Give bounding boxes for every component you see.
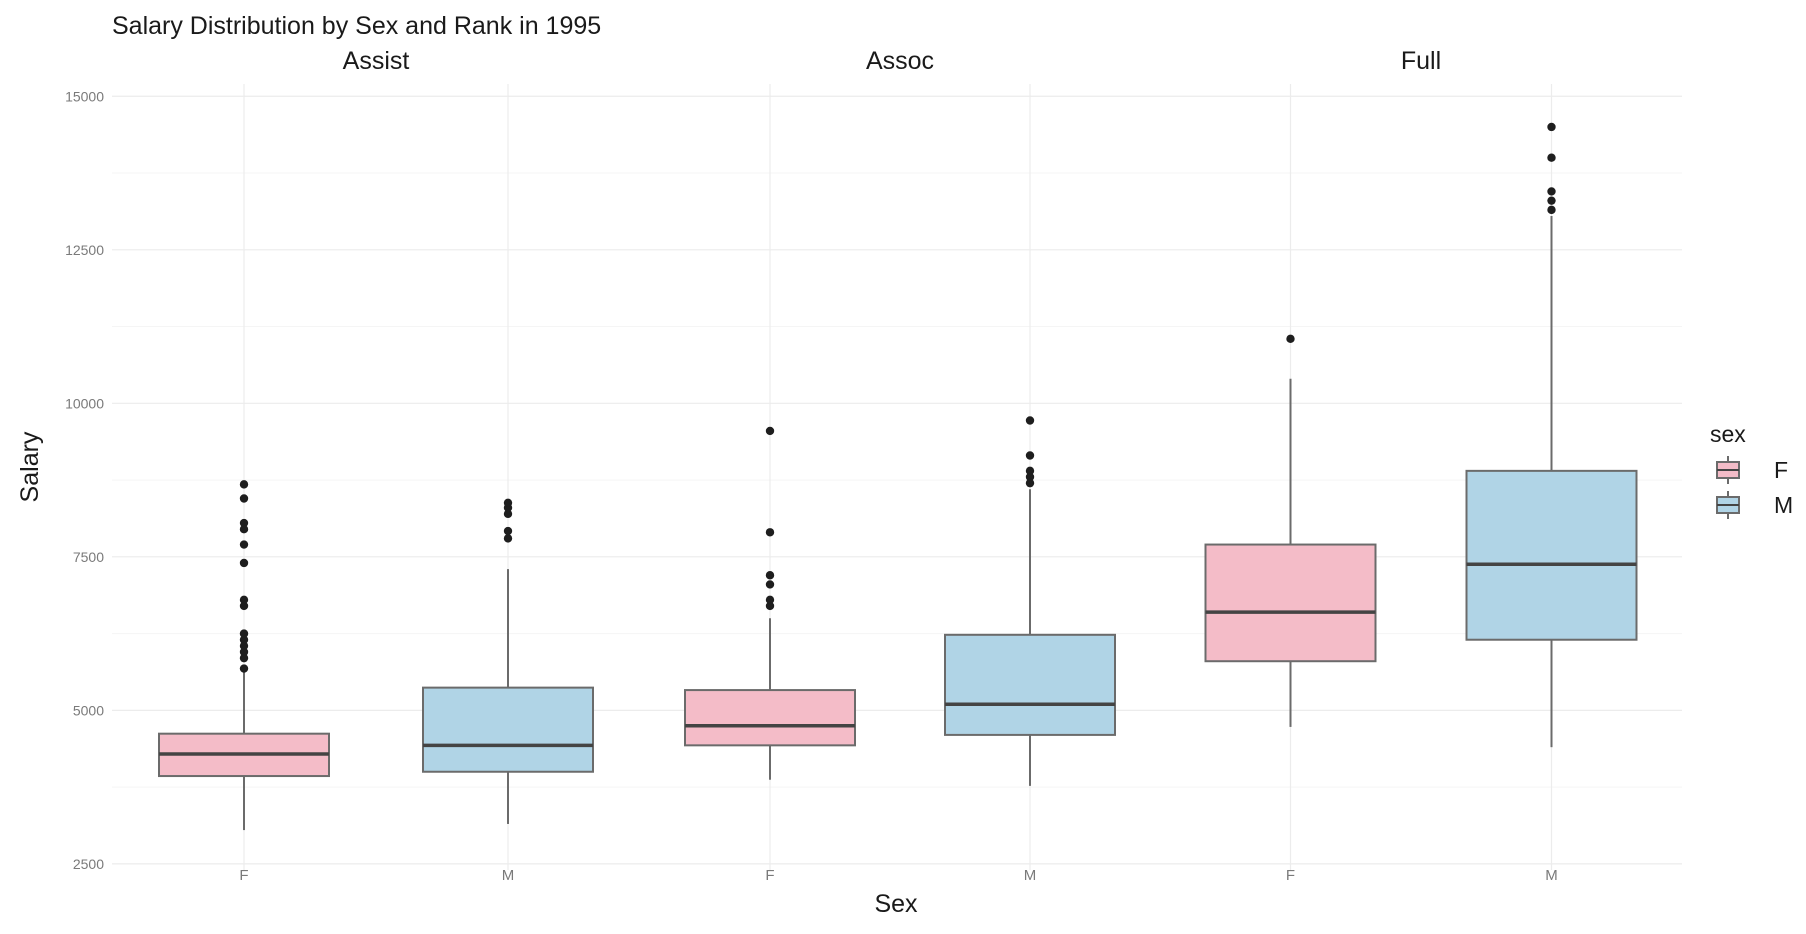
iqr-box <box>1465 469 1638 641</box>
outlier-point <box>239 601 249 611</box>
legend: sex FM <box>1710 421 1793 519</box>
outlier-point <box>239 480 249 489</box>
outlier-point <box>503 509 513 519</box>
box-assist-m <box>422 498 594 824</box>
outlier-point <box>239 595 249 605</box>
outlier-point <box>1025 472 1035 482</box>
outlier-point <box>239 518 249 528</box>
y-tick-label: 2500 <box>73 856 104 872</box>
y-tick-label: 10000 <box>65 395 104 411</box>
outlier-point <box>239 664 249 673</box>
outlier-point <box>1025 478 1035 488</box>
outlier-point <box>239 647 249 657</box>
outlier-point <box>765 426 775 436</box>
x-tick-label: M <box>1545 867 1558 884</box>
box-assoc-f <box>684 426 856 780</box>
legend-title: sex <box>1710 421 1746 447</box>
facet-assoc: Assoc F M <box>640 47 1160 884</box>
outlier-point <box>239 629 249 638</box>
x-tick-label: F <box>765 867 774 884</box>
outlier-point <box>1547 153 1556 162</box>
outlier-point <box>239 635 249 644</box>
outlier-point <box>765 580 775 589</box>
iqr-box <box>422 686 594 773</box>
outlier-point <box>239 558 249 568</box>
outlier-point <box>1547 187 1556 196</box>
outlier-point <box>765 528 775 537</box>
outlier-point <box>765 601 775 611</box>
outlier-point <box>503 526 513 536</box>
grid <box>640 84 1160 870</box>
y-tick-label: 15000 <box>65 88 104 104</box>
iqr-box <box>684 689 856 747</box>
facet-strip-label: Full <box>1401 47 1441 75</box>
outlier-point <box>503 498 513 507</box>
facet-strip-label: Assist <box>343 47 410 75</box>
outlier-point <box>1025 466 1035 476</box>
outlier-point <box>1286 334 1295 344</box>
legend-label: M <box>1774 492 1793 518</box>
y-axis: 2500 5000 7500 10000 12500 15000 <box>65 88 104 872</box>
box-full-f <box>1204 334 1377 727</box>
outlier-point <box>239 524 249 534</box>
chart-title: Salary Distribution by Sex and Rank in 1… <box>112 12 601 40</box>
legend-label: F <box>1774 457 1788 483</box>
box-assoc-m <box>944 416 1116 786</box>
y-axis-title: Salary <box>16 431 44 502</box>
x-tick-label: F <box>239 867 248 884</box>
legend-key-m <box>1716 491 1740 519</box>
x-tick-label: M <box>1024 867 1037 884</box>
outlier-point <box>239 653 249 663</box>
y-tick-label: 7500 <box>73 549 104 565</box>
outlier-point <box>239 494 249 503</box>
facet-full: Full F M <box>1160 47 1682 884</box>
outlier-point <box>1547 196 1556 205</box>
x-tick-label: M <box>502 867 515 884</box>
outlier-point <box>1547 122 1556 132</box>
outlier-point <box>1547 205 1556 215</box>
x-tick-label: F <box>1286 867 1295 884</box>
iqr-box <box>944 633 1116 736</box>
outlier-point <box>765 595 775 605</box>
x-axis-title: Sex <box>874 890 918 918</box>
outlier-point <box>503 534 513 543</box>
outlier-point <box>1025 451 1035 460</box>
outlier-point <box>765 571 775 580</box>
outlier-point <box>1025 416 1035 425</box>
iqr-box <box>1204 543 1377 663</box>
y-tick-label: 5000 <box>73 702 104 718</box>
box-assist-f <box>158 480 330 831</box>
outlier-point <box>239 540 249 549</box>
facet-strip-label: Assoc <box>866 47 934 75</box>
box-full-m <box>1465 122 1638 748</box>
facet-panels: Assist F M Assoc F M Full F M <box>112 47 1682 884</box>
y-tick-label: 12500 <box>65 242 104 258</box>
facet-assist: Assist F M <box>112 47 640 884</box>
outlier-point <box>239 641 249 651</box>
legend-key-f <box>1716 456 1740 484</box>
